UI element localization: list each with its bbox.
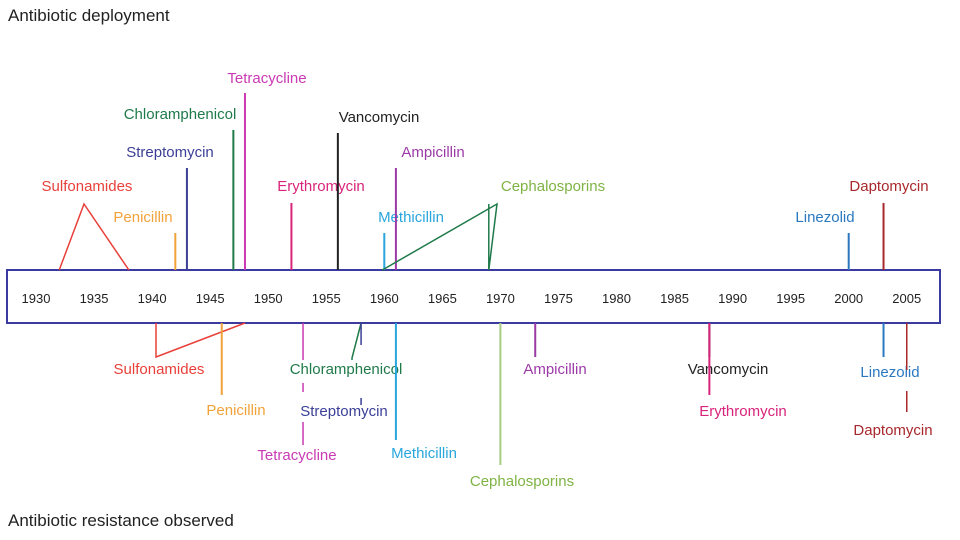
year-tick-label: 1980 [602, 291, 631, 306]
year-tick-label: 1965 [428, 291, 457, 306]
year-tick-label: 1990 [718, 291, 747, 306]
deployment-sulfonamides-label: Sulfonamides [42, 178, 133, 195]
resistance-ampicillin-label: Ampicillin [523, 361, 586, 378]
year-tick-label: 1945 [196, 291, 225, 306]
year-tick-label: 1935 [80, 291, 109, 306]
resistance-daptomycin-label: Daptomycin [853, 422, 932, 439]
year-tick-label: 1975 [544, 291, 573, 306]
resistance-tetracycline-label: Tetracycline [257, 447, 336, 464]
year-tick-label: 1960 [370, 291, 399, 306]
deployment-heading: Antibiotic deployment [8, 6, 170, 25]
deployment-chloramphenicol-label: Chloramphenicol [124, 106, 237, 123]
resistance-chloramphenicol-line [351, 322, 362, 360]
timeline-axis-box [6, 269, 941, 324]
deployment-sulfonamides-line [58, 202, 130, 271]
resistance-erythromycin-label: Erythromycin [699, 403, 787, 420]
deployment-streptomycin-label: Streptomycin [126, 144, 214, 161]
deployment-erythromycin-label: Erythromycin [277, 178, 365, 195]
resistance-linezolid-label: Linezolid [860, 364, 919, 381]
deployment-cephalosporins-line [381, 202, 498, 271]
deployment-penicillin-label: Penicillin [113, 209, 172, 226]
year-tick-label: 1955 [312, 291, 341, 306]
resistance-vancomycin-label: Vancomycin [688, 361, 769, 378]
deployment-vancomycin-label: Vancomycin [339, 109, 420, 126]
deployment-linezolid-label: Linezolid [795, 209, 854, 226]
resistance-penicillin-label: Penicillin [206, 402, 265, 419]
year-tick-label: 1970 [486, 291, 515, 306]
resistance-sulfonamides-line [155, 322, 246, 359]
deployment-ampicillin-label: Ampicillin [401, 144, 464, 161]
year-tick-label: 1950 [254, 291, 283, 306]
year-tick-label: 1940 [138, 291, 167, 306]
resistance-streptomycin-label: Streptomycin [300, 403, 388, 420]
resistance-chloramphenicol-label: Chloramphenicol [290, 361, 403, 378]
deployment-cephalosporins-label: Cephalosporins [501, 178, 605, 195]
year-tick-label: 1985 [660, 291, 689, 306]
resistance-cephalosporins-label: Cephalosporins [470, 473, 574, 490]
resistance-sulfonamides-label: Sulfonamides [114, 361, 205, 378]
year-tick-label: 2005 [892, 291, 921, 306]
year-tick-label: 1995 [776, 291, 805, 306]
resistance-methicillin-label: Methicillin [391, 445, 457, 462]
year-tick-label: 2000 [834, 291, 863, 306]
deployment-tetracycline-label: Tetracycline [227, 70, 306, 87]
deployment-daptomycin-label: Daptomycin [849, 178, 928, 195]
deployment-methicillin-label: Methicillin [378, 209, 444, 226]
resistance-heading: Antibiotic resistance observed [8, 511, 234, 530]
year-tick-label: 1930 [22, 291, 51, 306]
